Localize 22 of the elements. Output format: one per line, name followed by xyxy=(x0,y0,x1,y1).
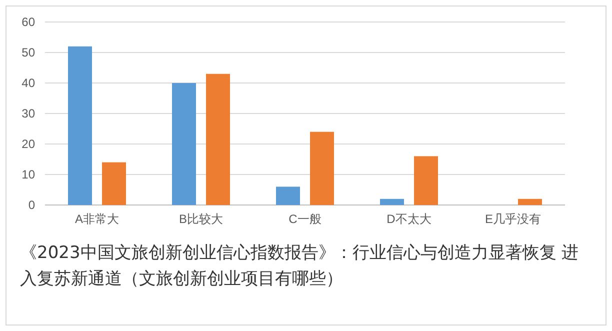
bar xyxy=(380,198,404,205)
y-tick-label: 60 xyxy=(22,15,36,29)
bar xyxy=(68,46,92,205)
x-tick-label: A非常大 xyxy=(74,212,120,226)
bar xyxy=(206,74,230,205)
bar xyxy=(172,83,196,205)
y-tick-label: 20 xyxy=(22,137,36,151)
bar xyxy=(276,186,300,205)
y-tick-label: 40 xyxy=(22,76,36,90)
bar xyxy=(310,132,334,205)
bar xyxy=(102,162,126,205)
bar xyxy=(414,156,438,205)
y-tick-label: 0 xyxy=(28,198,36,212)
text: 《2023中国文旅创新创业信心指数报告》：行业信心与创造力显著恢复 进入复苏新通道（文旅创新创业项目有哪些） xyxy=(20,242,580,291)
y-tick-label: 50 xyxy=(22,46,36,60)
x-tick-label: E几乎没有 xyxy=(484,212,542,226)
y-tick-label: 10 xyxy=(22,168,36,182)
x-tick-label: D不太大 xyxy=(386,212,432,226)
x-tick-label: C一般 xyxy=(288,212,322,226)
y-tick-label: 30 xyxy=(22,106,36,120)
x-tick-label: B比较大 xyxy=(178,212,224,226)
bar xyxy=(518,198,542,205)
